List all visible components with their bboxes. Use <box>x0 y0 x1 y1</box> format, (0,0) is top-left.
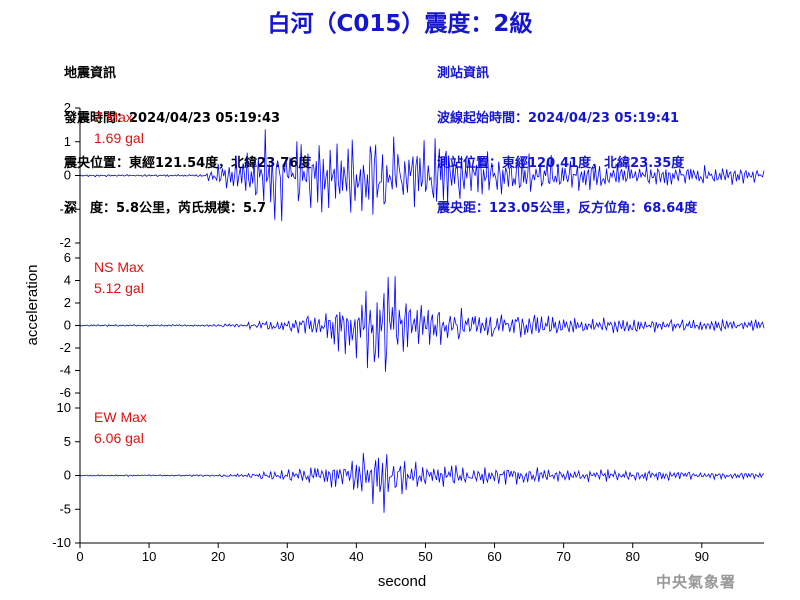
origin-time: 發震時間：2024/04/23 05:19:43 <box>64 111 281 126</box>
station-location: 測站位置：東經120.41度，北緯23.35度 <box>437 156 685 171</box>
chart-title: 白河（C015）震度：2級 <box>267 11 533 37</box>
ew-y-tick-label: 0 <box>64 468 71 483</box>
x-tick-label: 40 <box>349 549 363 564</box>
agency-name: 中央氣象署 <box>656 573 737 591</box>
ns-y-tick-label: 0 <box>64 318 71 333</box>
x-tick-label: 20 <box>211 549 225 564</box>
z-y-tick-label: -1 <box>59 201 71 216</box>
z-y-tick-label: 1 <box>64 134 71 149</box>
z-waveform <box>79 129 765 222</box>
ns-waveform <box>79 276 765 372</box>
x-tick-label: 80 <box>625 549 639 564</box>
epicenter-location: 震央位置：東經121.54度，北緯23.76度 <box>64 156 312 171</box>
x-tick-label: 30 <box>280 549 294 564</box>
ns-y-tick-label: -6 <box>59 385 71 400</box>
ns-y-tick-label: 2 <box>64 295 71 310</box>
x-tick-label: 50 <box>418 549 432 564</box>
z-y-tick-label: 0 <box>64 168 71 183</box>
z-y-tick-label: 2 <box>64 100 71 115</box>
z-max-value: 1.69 gal <box>94 130 144 146</box>
x-tick-label: 10 <box>142 549 156 564</box>
ns-y-tick-label: 6 <box>64 250 71 265</box>
ns-y-tick-label: -4 <box>59 363 71 378</box>
ew-y-tick-label: -10 <box>52 535 71 550</box>
ew-y-tick-label: -5 <box>59 501 71 516</box>
x-tick-label: 90 <box>695 549 709 564</box>
z-max-label: Z Max <box>94 109 133 125</box>
ew-max-value: 6.06 gal <box>94 430 144 446</box>
x-tick-label: 60 <box>487 549 501 564</box>
ew-y-tick-label: 10 <box>57 400 71 415</box>
ew-max-label: EW Max <box>94 409 147 425</box>
ns-max-value: 5.12 gal <box>94 280 144 296</box>
depth-magnitude: 深 度：5.8公里，芮氏規模：5.7 <box>64 201 267 216</box>
x-axis-title: second <box>378 573 426 590</box>
earthquake-info: 地震資訊 發震時間：2024/04/23 05:19:43 震央位置：東經121… <box>64 36 311 231</box>
earthquake-info-heading: 地震資訊 <box>64 66 117 81</box>
epicentral-distance: 震央距：123.05公里，反方位角：68.64度 <box>437 201 698 216</box>
station-info: 測站資訊 波線起始時間：2024/04/23 05:19:41 測站位置：東經1… <box>437 36 697 231</box>
x-tick-label: 70 <box>556 549 570 564</box>
y-axis-title: acceleration <box>24 265 41 346</box>
ew-y-tick-label: 5 <box>64 434 71 449</box>
z-y-tick-label: -2 <box>59 235 71 250</box>
ns-y-tick-label: -2 <box>59 340 71 355</box>
station-info-heading: 測站資訊 <box>437 66 490 81</box>
ns-max-label: NS Max <box>94 259 144 275</box>
ew-waveform <box>79 452 765 513</box>
x-tick-label: 0 <box>76 549 83 564</box>
wave-start-time: 波線起始時間：2024/04/23 05:19:41 <box>437 111 680 126</box>
ns-y-tick-label: 4 <box>64 273 71 288</box>
